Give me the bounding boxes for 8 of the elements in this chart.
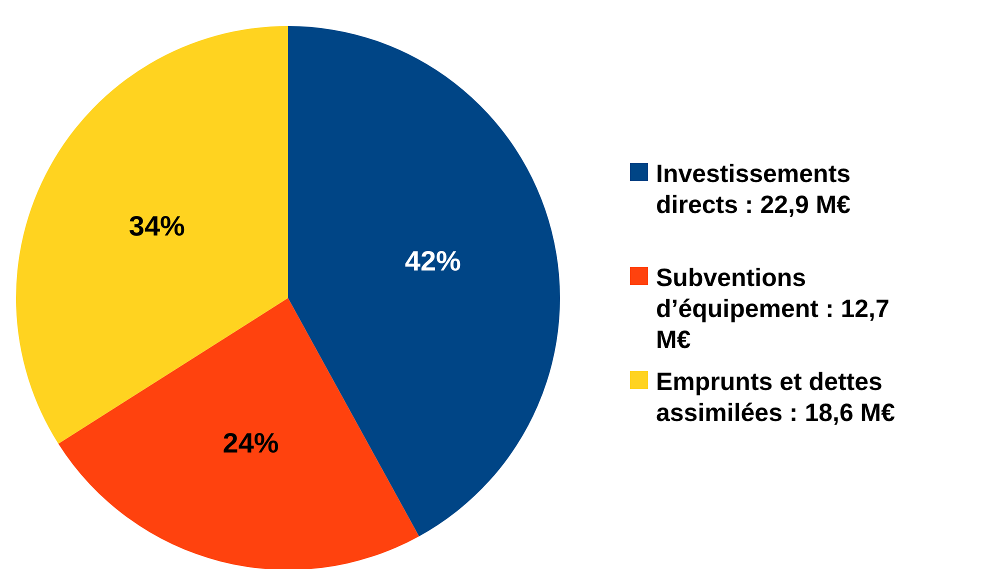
data-label: 42% (404, 245, 462, 276)
pie-slice (58, 298, 420, 569)
legend-label: Investissements directs : 22,9 M€ (656, 160, 851, 219)
pie-slice (288, 26, 560, 536)
data-label: 34% (128, 210, 186, 242)
legend-label: Subventions d’équipement : 12,7 M€ (656, 264, 890, 354)
legend-label: Emprunts et dettes assimilées : 18,6 M€ (656, 368, 896, 427)
data-label: 24% (222, 427, 279, 458)
